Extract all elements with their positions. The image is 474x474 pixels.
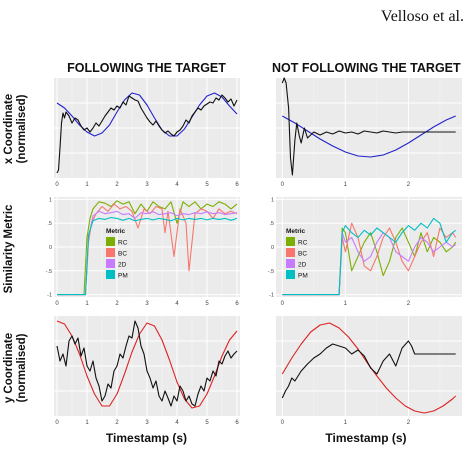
y-tick-label: 0 [49,245,52,251]
legend-swatch-bc [106,248,115,257]
series-line-1 [56,94,238,174]
legend-label-rc: RC [118,240,128,247]
x-tick-label: 2 [115,420,119,426]
legend-title: Metric [286,228,306,235]
legend: Metric RC BC 2D PM [286,228,308,280]
series-line-pm [282,217,457,296]
x-tick-label: 5 [205,420,209,426]
panel-sim-nofollow: 0 1 2 -1 -.5 0 .5 1 Metric RC BC 2D PM [268,197,462,307]
legend-swatch-rc [286,237,295,246]
series-line-1 [56,320,238,407]
y-tick-label: -.5 [46,269,52,275]
x-tick-label: 6 [235,182,239,188]
legend-label-pm: PM [118,273,128,280]
x-axis-label-not-following: Timestamp (s) [325,431,407,445]
x-tick-label: 3 [145,182,149,188]
column-title-following: FOLLOWING THE TARGET [67,61,226,75]
x-tick-label: 6 [235,420,239,426]
x-axis-label-following: Timestamp (s) [105,431,188,445]
y-tick-label: -1 [269,293,274,299]
y-tick-label: .5 [47,221,52,227]
legend-label-2d: 2D [298,262,307,269]
x-tick-label: 1 [344,182,348,188]
panel-y-follow: 0 1 2 3 4 5 6 [54,316,240,426]
x-tick-label: 1 [344,420,348,426]
legend: Metric RC BC 2D PM [106,228,128,280]
legend-label-bc: BC [118,251,127,258]
panel-sim-follow: 0 1 2 3 4 5 6 -1 -.5 0 .5 1 Metric RC BC 2D PM [46,197,240,307]
x-tick-label: 2 [407,301,411,307]
x-tick-label: 1 [85,182,89,188]
y-tick-label: .5 [269,221,274,227]
x-tick-label: 2 [407,420,411,426]
x-tick-label: 1 [85,420,89,426]
x-tick-label: 0 [281,182,285,188]
panel-x-follow: 0 1 2 3 4 5 6 [54,78,240,188]
series-line-0 [56,320,238,409]
series-line-0 [56,92,238,137]
author-label: Velloso et al. [380,8,464,25]
legend-title: Metric [106,228,126,235]
legend-swatch-pm [286,270,295,279]
column-title-not-following: NOT FOLLOWING THE TARGET [272,61,461,75]
series-line-2d [57,210,238,296]
x-tick-label: 2 [407,182,411,188]
series-line-1 [281,77,456,176]
series-line-1 [281,340,456,399]
y-tick-label: 0 [271,245,274,251]
x-tick-label: 4 [175,420,179,426]
panel-y-nofollow: 0 1 2 [276,316,462,426]
series-line-bc [282,222,457,296]
legend-swatch-2d [286,259,295,268]
x-tick-label: 1 [344,301,348,307]
x-tick-label: 3 [145,301,149,307]
legend-swatch-pm [106,270,115,279]
x-tick-label: 0 [55,301,59,307]
panel-x-nofollow: 0 1 2 [276,77,462,188]
legend-swatch-2d [106,259,115,268]
legend-swatch-bc [286,248,295,257]
x-tick-label: 5 [205,182,209,188]
x-tick-label: 2 [115,301,119,307]
series-line-rc [57,200,238,296]
legend-label-2d: 2D [118,262,127,269]
legend-swatch-rc [106,237,115,246]
x-tick-label: 0 [281,301,285,307]
x-tick-label: 5 [205,301,209,307]
x-tick-label: 0 [55,182,59,188]
y-tick-label: 1 [49,197,52,203]
legend-label-pm: PM [298,273,308,280]
legend-label-bc: BC [298,251,307,258]
x-tick-label: 0 [55,420,59,426]
y-tick-label: -1 [47,293,52,299]
series-line-2d [282,232,457,296]
x-tick-label: 2 [115,182,119,188]
x-tick-label: 4 [175,301,179,307]
x-tick-label: 0 [281,420,285,426]
y-tick-label: -.5 [268,269,274,275]
x-tick-label: 3 [145,420,149,426]
x-tick-label: 1 [85,301,89,307]
series-line-pm [57,216,238,296]
y-tick-label: 1 [271,197,274,203]
x-tick-label: 4 [175,182,179,188]
legend-label-rc: RC [298,240,308,247]
x-tick-label: 6 [235,301,239,307]
